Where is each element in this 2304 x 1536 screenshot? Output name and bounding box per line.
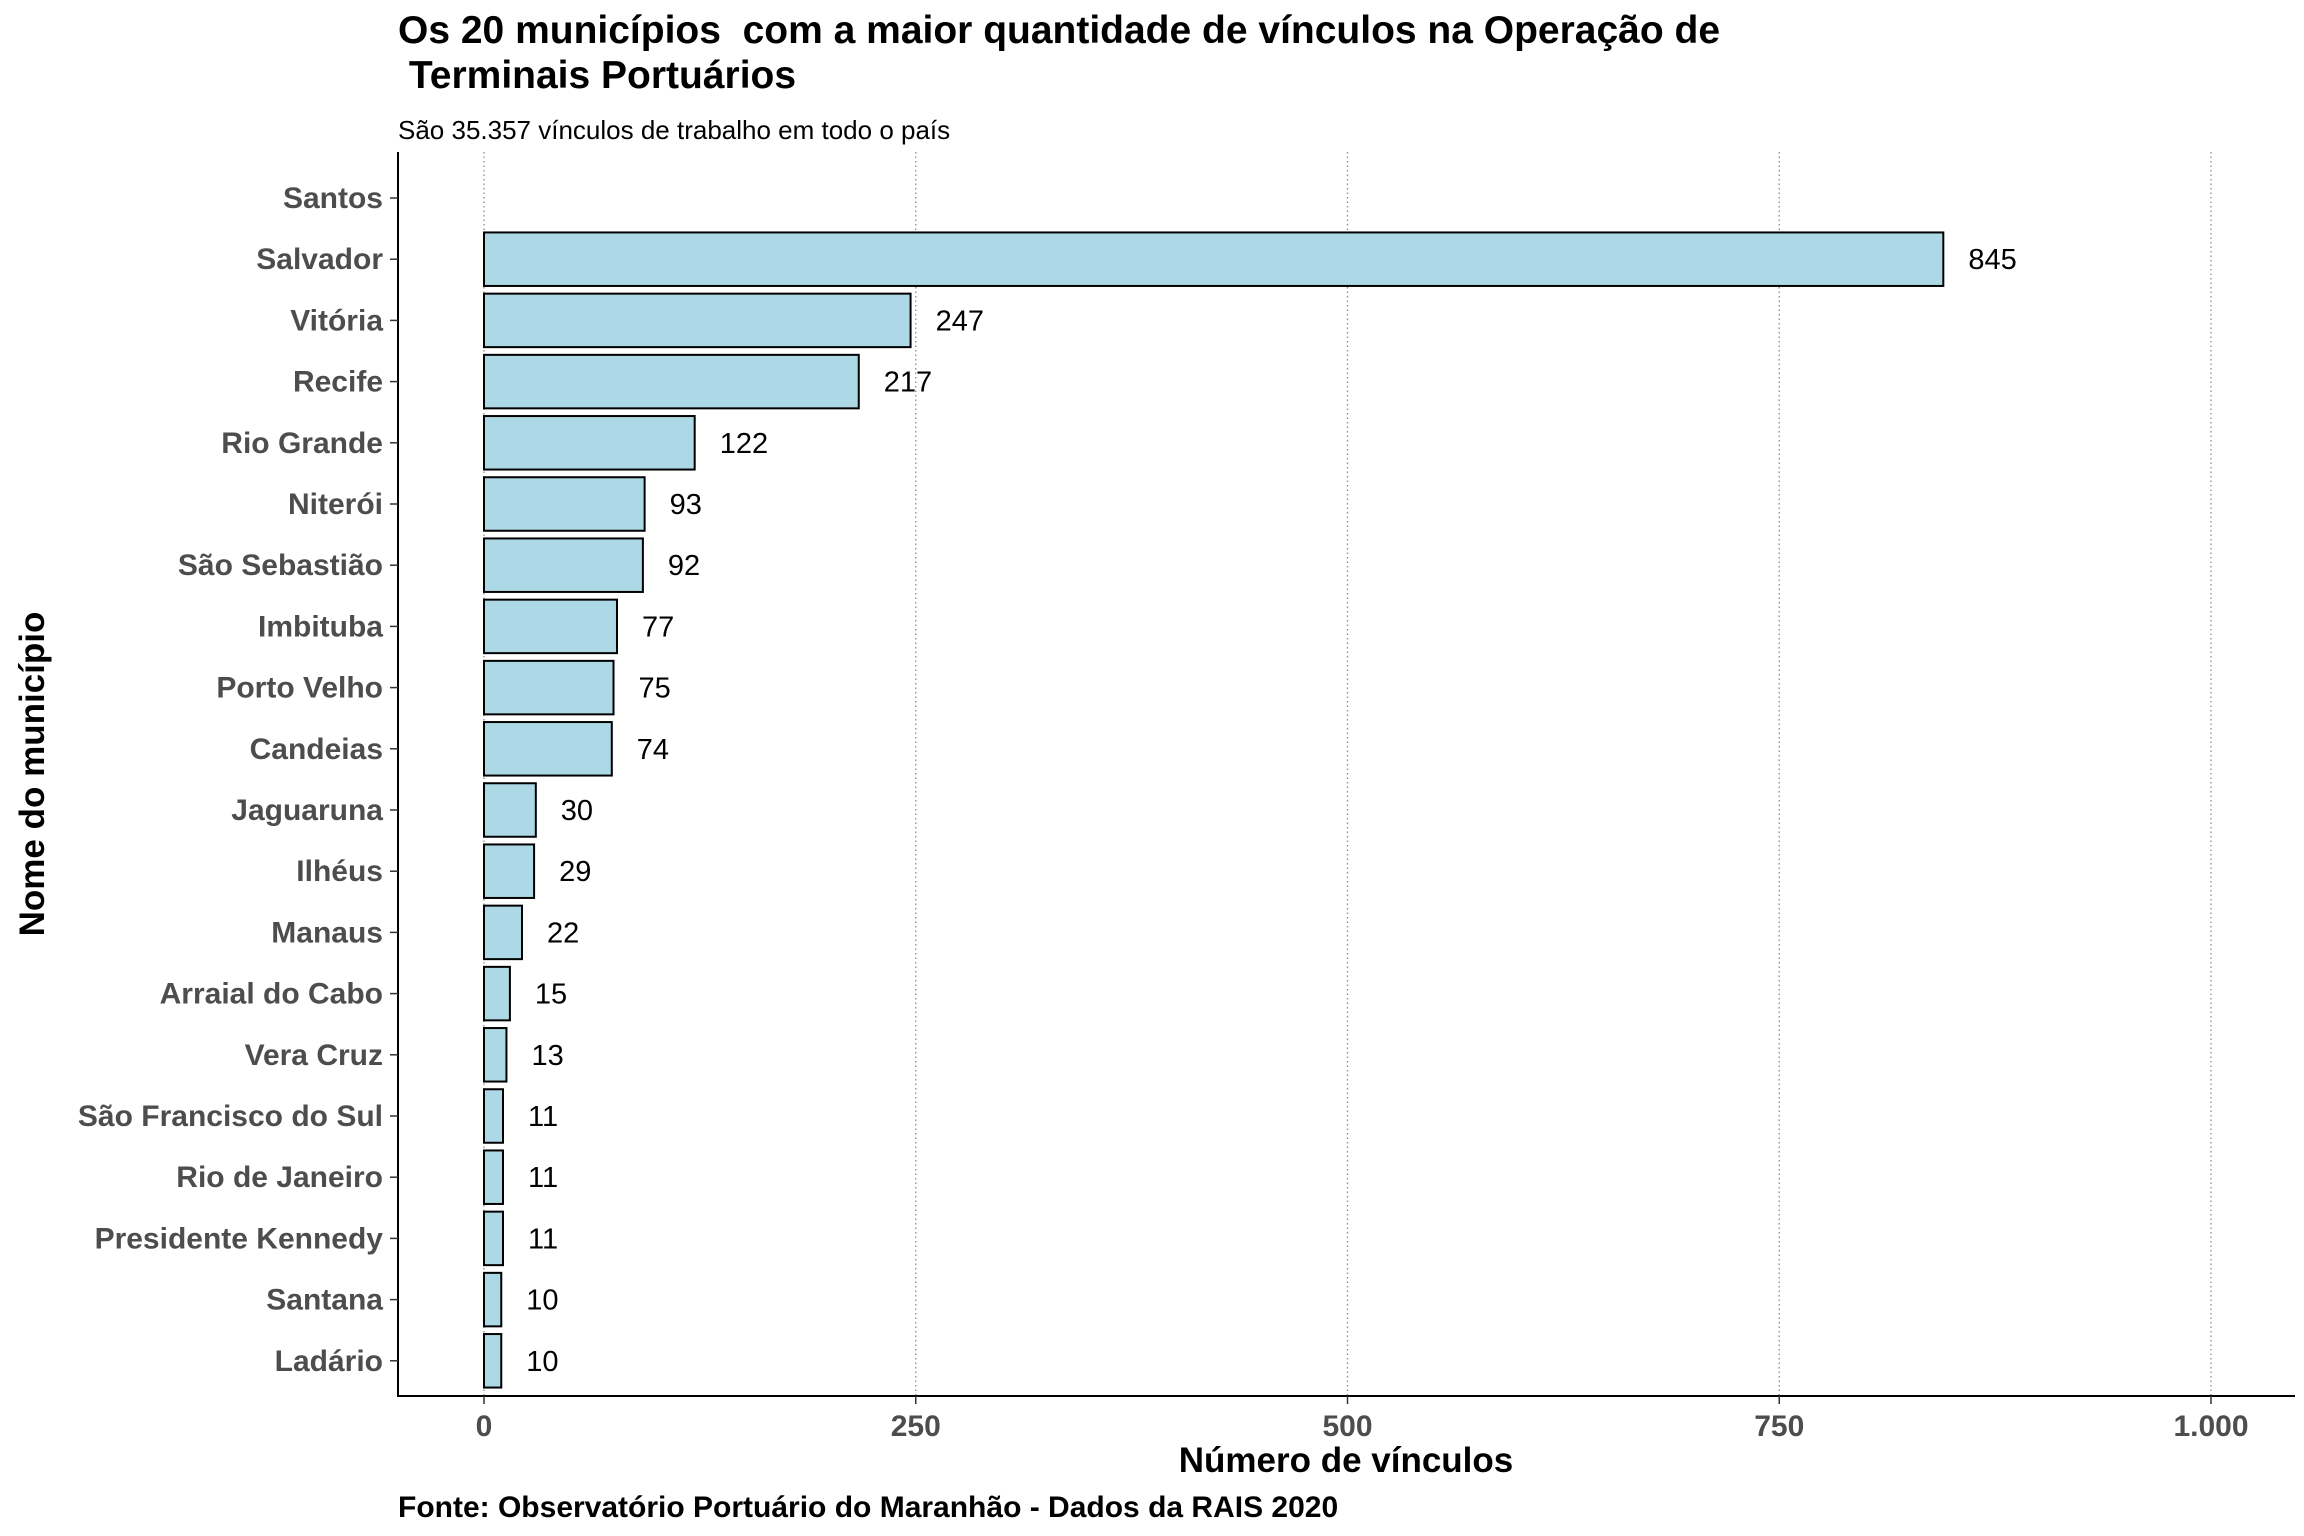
- bar: [483, 353, 860, 410]
- chart-caption: Fonte: Observatório Portuário do Maranhã…: [398, 1491, 1339, 1524]
- bar: [483, 659, 615, 716]
- bars: [483, 231, 1945, 1389]
- category-label: Recife: [293, 366, 383, 399]
- category-label: Candeias: [250, 733, 383, 766]
- category-label: Rio Grande: [221, 427, 383, 460]
- value-label: 11: [528, 1223, 558, 1255]
- category-label: Rio de Janeiro: [176, 1161, 383, 1194]
- x-tick-label: 0: [476, 1410, 493, 1443]
- chart-title: Os 20 municípios com a maior quantidade …: [398, 9, 1721, 97]
- bar: [483, 904, 523, 961]
- value-label: 10: [526, 1346, 558, 1378]
- bar: [483, 1149, 504, 1205]
- bar: [483, 415, 696, 471]
- bar: [483, 721, 613, 777]
- category-label: Manaus: [271, 916, 383, 949]
- category-label: Imbituba: [258, 610, 383, 643]
- category-label: Vera Cruz: [245, 1039, 383, 1072]
- category-label: Jaguaruna: [231, 794, 383, 827]
- bar: [483, 965, 511, 1022]
- x-tick-label: 250: [891, 1410, 941, 1443]
- category-label: Porto Velho: [216, 672, 383, 705]
- category-label: Ilhéus: [296, 855, 383, 888]
- category-label: São Francisco do Sul: [78, 1100, 383, 1133]
- bar: [483, 782, 537, 838]
- bar: [483, 292, 912, 349]
- bar: [483, 843, 536, 899]
- value-label: 10: [526, 1285, 558, 1317]
- value-label: 29: [559, 856, 591, 888]
- value-label: 11: [528, 1162, 558, 1194]
- value-label: 122: [720, 428, 768, 460]
- x-tick-label: 500: [1322, 1410, 1372, 1443]
- category-label: Vitória: [290, 304, 383, 337]
- value-label: 74: [637, 734, 669, 766]
- value-label: 247: [936, 305, 984, 337]
- chart-subtitle: São 35.357 vínculos de trabalho em todo …: [398, 115, 951, 145]
- bar: [483, 1088, 504, 1144]
- category-label: Presidente Kennedy: [95, 1222, 384, 1255]
- value-label: 22: [547, 917, 579, 949]
- category-label: Santana: [266, 1284, 383, 1317]
- x-tick-label: 750: [1754, 1410, 1804, 1443]
- category-label: Ladário: [275, 1345, 383, 1378]
- value-label: 15: [535, 979, 567, 1011]
- category-label: Niterói: [288, 488, 383, 521]
- bar: [483, 1271, 503, 1328]
- value-label: 13: [531, 1040, 563, 1072]
- y-axis-title: Nome do município: [13, 612, 52, 937]
- bar: [483, 1027, 508, 1083]
- category-label: Salvador: [256, 243, 383, 276]
- value-label: 92: [668, 550, 700, 582]
- x-axis-title: Número de vínculos: [1179, 1441, 1514, 1480]
- bar: [483, 476, 646, 532]
- value-label: 75: [639, 673, 671, 705]
- bar: [483, 1333, 503, 1389]
- value-label: 11: [528, 1101, 558, 1133]
- bar: [483, 598, 618, 655]
- bar: [483, 231, 1945, 287]
- value-label: 217: [884, 367, 932, 399]
- category-label: Arraial do Cabo: [160, 978, 383, 1011]
- bar: [483, 1210, 504, 1267]
- value-label: 77: [642, 611, 674, 643]
- y-tick-labels: Santos Salvador Vitória Recife Rio Grande Nit…: [78, 182, 398, 1378]
- bar: [483, 537, 644, 593]
- x-tick-labels: 0 250 500 750 1.000: [476, 1396, 2249, 1443]
- value-label: 845: [1968, 244, 2016, 276]
- axes: [397, 152, 2295, 1397]
- value-label: 30: [561, 795, 593, 827]
- category-label: Santos: [283, 182, 383, 215]
- x-tick-label: 1.000: [2173, 1410, 2248, 1443]
- value-label: 93: [670, 489, 702, 521]
- category-label: São Sebastião: [178, 549, 383, 582]
